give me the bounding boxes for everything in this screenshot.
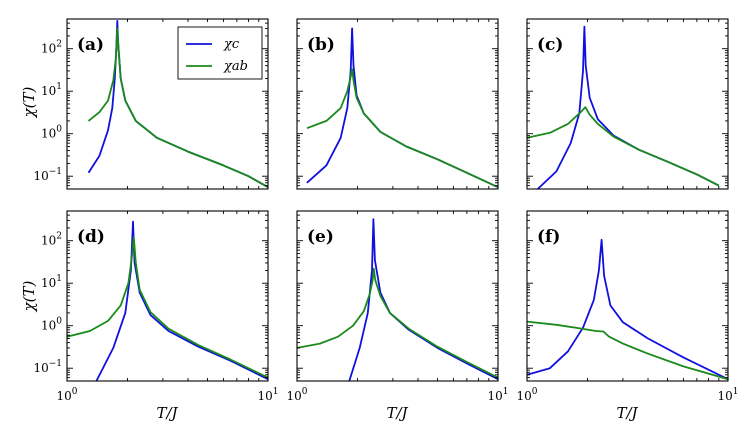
y-axis-label-top: χ(T) [20, 86, 38, 118]
y-axis-label-bottom: χ(T) [20, 280, 38, 312]
x-tick-label: 101 [257, 387, 278, 403]
panel-f: 100 101 (f) [516, 210, 739, 403]
y-tick-label: 101 [41, 82, 62, 98]
legend-box [177, 26, 263, 80]
panel-c-curves [527, 25, 720, 189]
y-tick-label: 100 [41, 125, 62, 141]
panel-a-label: (a) [77, 35, 104, 55]
panel-b-label: (b) [307, 35, 335, 55]
x-tick-label: 100 [56, 387, 77, 403]
x-tick-label: 100 [516, 387, 537, 403]
y-tick-label: 101 [41, 274, 62, 290]
x-axis-label-e: T/J [386, 404, 408, 422]
panel-d-curves [67, 220, 268, 381]
panel-a-curves [87, 20, 268, 188]
y-axis-label-bottom-text: χ(T) [20, 280, 38, 312]
curve-chi-c-e [348, 218, 498, 381]
panel-f-curves [527, 238, 728, 381]
x-tick-label: 100 [286, 387, 307, 403]
y-tick-label: 10−1 [33, 167, 62, 183]
panel-d-label: (d) [77, 227, 105, 247]
x-tick-label: 101 [717, 387, 738, 403]
curve-chi-c-c [537, 25, 720, 189]
curve-chi-c-b [306, 27, 498, 189]
panel-c: (c) [526, 18, 729, 190]
legend-label-chi-ab: χab [223, 59, 248, 74]
x-axis-label-d: T/J [156, 404, 178, 422]
curve-chi-ab-d [67, 236, 268, 379]
panel-c-label: (c) [537, 35, 563, 55]
panel-e-curves [297, 218, 498, 381]
panel-b: (b) [296, 18, 499, 190]
y-axis-label-top-text: χ(T) [20, 86, 38, 118]
curve-chi-ab-b [306, 68, 498, 189]
curve-chi-c-f [527, 238, 728, 381]
panel-b-curves [306, 27, 498, 189]
panel-d: 10−1 100 101 102 100 101 (d) [33, 210, 279, 403]
curve-chi-ab-a [87, 27, 268, 188]
panel-f-label: (f) [537, 227, 560, 247]
panel-e: 100 101 (e) [286, 210, 509, 403]
panel-a: 10−1 100 101 102 (a) [33, 18, 269, 190]
legend: χc χab [177, 26, 263, 80]
y-tick-label: 100 [41, 317, 62, 333]
panel-e-label: (e) [307, 227, 334, 247]
x-axis-label-f: T/J [616, 404, 638, 422]
y-tick-label: 102 [41, 40, 62, 56]
legend-label-chi-c: χc [223, 37, 240, 52]
curve-chi-ab-c [527, 106, 720, 187]
curve-chi-ab-f [527, 320, 728, 381]
curve-chi-ab-e [297, 267, 498, 379]
y-tick-label: 102 [41, 232, 62, 248]
y-tick-label: 10−1 [33, 359, 62, 375]
x-tick-label: 101 [487, 387, 508, 403]
